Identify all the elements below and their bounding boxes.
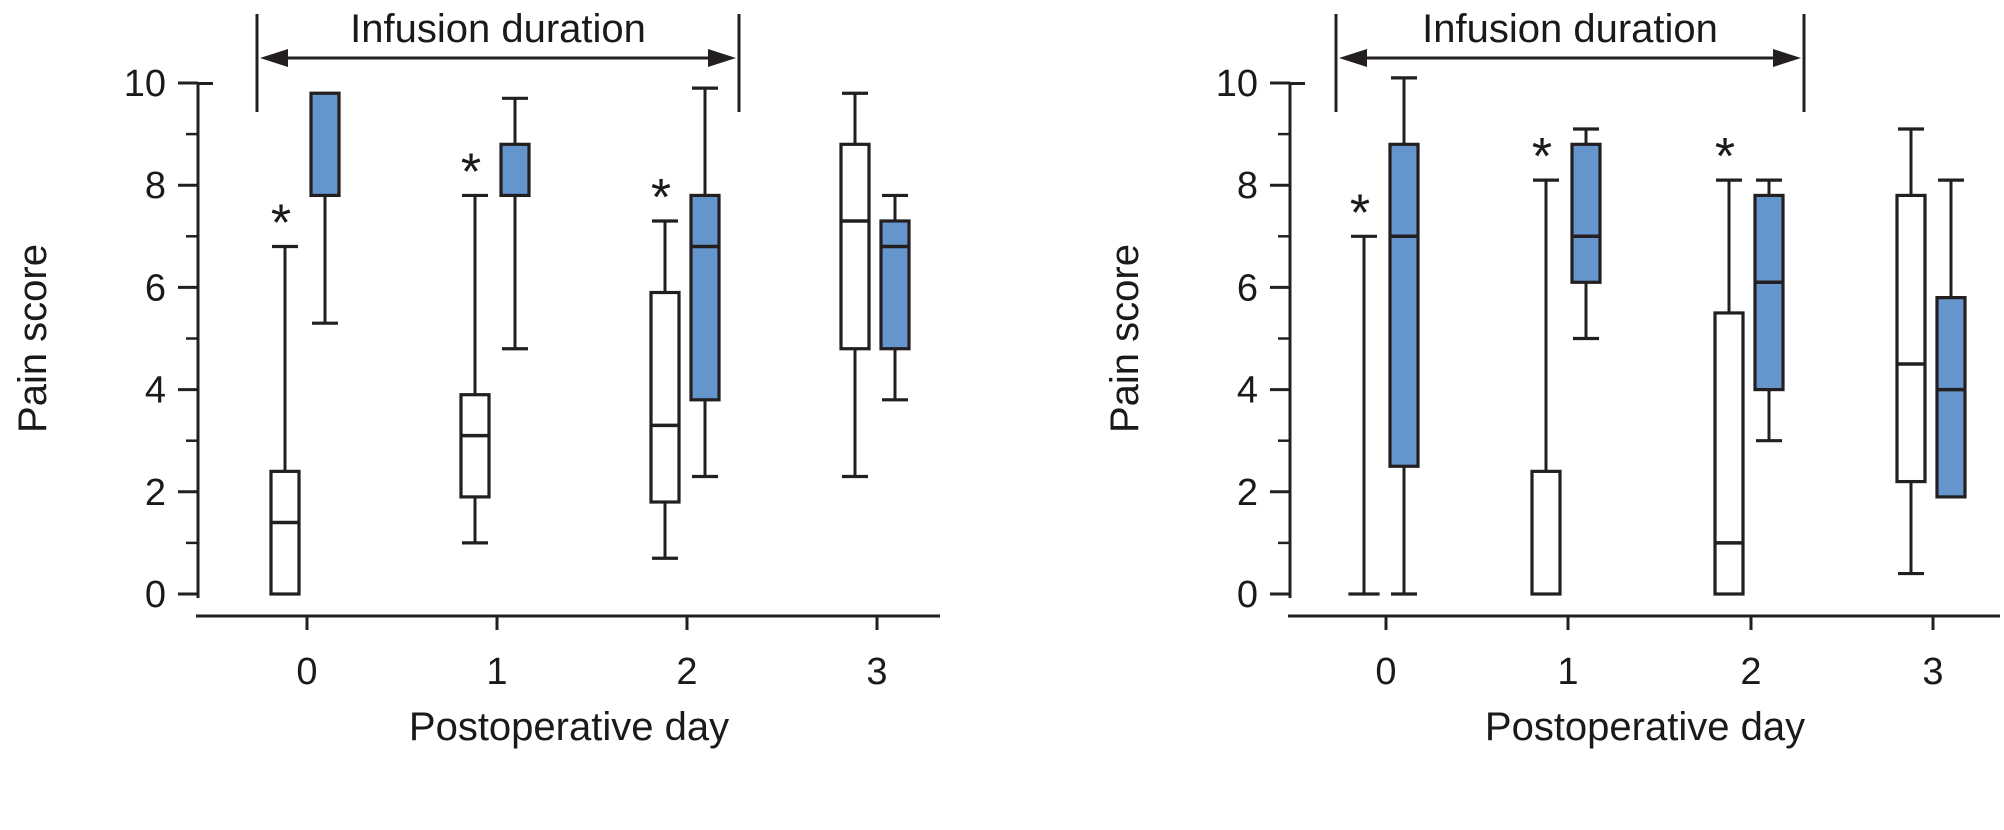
significance-asterisk-day-2: * — [651, 169, 671, 227]
arrowhead-right — [1773, 49, 1801, 67]
white-box-day-0 — [269, 469, 301, 596]
x-tick-label: 0 — [296, 651, 317, 693]
y-tick-label: 8 — [145, 165, 166, 207]
y-tick-label: 10 — [1216, 63, 1258, 105]
x-tick-label: 0 — [1375, 651, 1396, 693]
chart-panel-right: 0 2 4 6 8 10 0 1 2 3 Postoperative day Pain score In… — [1103, 7, 2000, 749]
x-tick-label: 3 — [866, 651, 887, 693]
blue-box-day-1 — [1570, 142, 1602, 284]
white-box-day-3 — [1895, 193, 1927, 484]
significance-asterisk-day-1: * — [1532, 128, 1552, 186]
y-tick-label: 0 — [1237, 574, 1258, 616]
white-box-day-3 — [839, 142, 871, 351]
arrowhead-left — [1339, 49, 1367, 67]
x-axis-title: Postoperative day — [409, 705, 729, 749]
white-box-day-1 — [1530, 469, 1562, 596]
blue-box-day-0 — [309, 91, 341, 198]
blue-box-day-3 — [1935, 296, 1967, 499]
x-tick-label: 2 — [676, 651, 697, 693]
blue-box-day-0 — [1388, 142, 1420, 468]
significance-asterisk-day-1: * — [461, 143, 481, 201]
y-tick-label: 10 — [124, 63, 166, 105]
white-box-day-2 — [1713, 311, 1745, 596]
infusion-duration-label: Infusion duration — [1422, 7, 1718, 51]
y-tick-label: 2 — [1237, 472, 1258, 514]
y-tick-label: 4 — [145, 370, 166, 412]
y-axis-title: Pain score — [11, 244, 55, 433]
white-box-day-2 — [649, 290, 681, 504]
y-tick-label: 0 — [145, 574, 166, 616]
y-tick-label: 8 — [1237, 165, 1258, 207]
infusion-duration-label: Infusion duration — [350, 7, 646, 51]
x-tick-label: 1 — [486, 651, 507, 693]
blue-box-day-2 — [689, 193, 721, 402]
x-tick-label: 3 — [1922, 651, 1943, 693]
y-tick-label: 6 — [1237, 267, 1258, 309]
significance-asterisk-day-0: * — [1350, 184, 1370, 242]
white-box-day-1 — [459, 393, 491, 499]
x-tick-label: 2 — [1740, 651, 1761, 693]
y-tick-label: 4 — [1237, 370, 1258, 412]
blue-box-day-2 — [1753, 193, 1785, 392]
arrowhead-left — [260, 49, 288, 67]
y-tick-label: 2 — [145, 472, 166, 514]
significance-asterisk-day-0: * — [271, 195, 291, 253]
chart-panel-left: 0 2 4 6 8 10 0 1 2 3 Postoperative day Pain score In… — [11, 7, 940, 749]
significance-asterisk-day-2: * — [1715, 128, 1735, 186]
arrowhead-right — [708, 49, 736, 67]
blue-box-day-1 — [499, 142, 531, 198]
x-tick-label: 1 — [1557, 651, 1578, 693]
y-axis-title: Pain score — [1103, 244, 1147, 433]
y-tick-label: 6 — [145, 267, 166, 309]
x-axis-title: Postoperative day — [1485, 705, 1805, 749]
blue-box-day-3 — [879, 219, 911, 351]
